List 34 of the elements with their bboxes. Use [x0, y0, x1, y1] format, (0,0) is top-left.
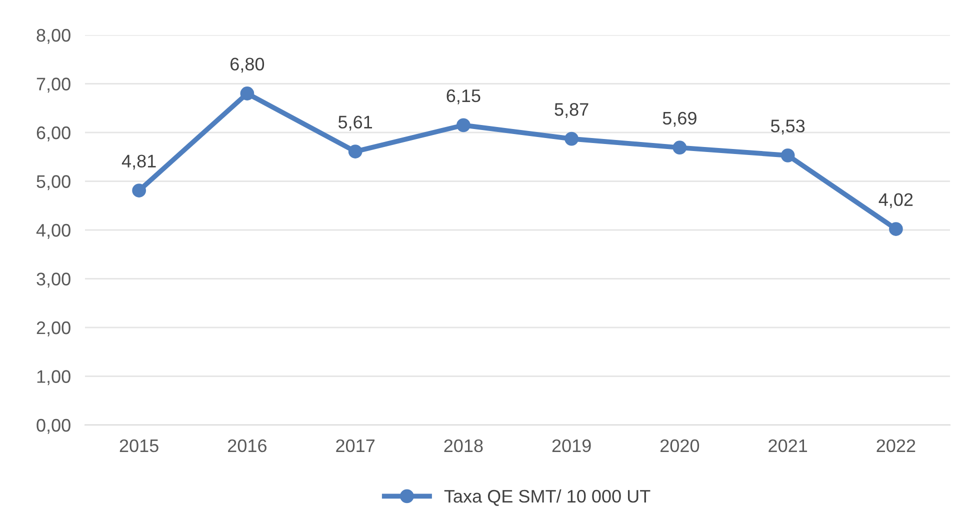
- point: [456, 118, 470, 132]
- point: [780, 148, 795, 162]
- data-label: 6,15: [446, 89, 480, 104]
- x-tick-label: 2021: [768, 439, 808, 452]
- x-tick-label: 2019: [552, 439, 591, 452]
- data-label: 5,69: [662, 112, 696, 127]
- data-label: 5,53: [770, 120, 805, 135]
- x-tick-label: 2020: [660, 439, 700, 452]
- x-tick-label: 2016: [228, 439, 266, 452]
- y-tick-label: 0,00: [36, 418, 70, 434]
- x-tick-label: 2018: [444, 439, 483, 452]
- data-label: 4,02: [878, 193, 913, 208]
- point: [132, 184, 146, 198]
- y-tick-label: 8,00: [36, 28, 70, 44]
- point: [564, 132, 579, 146]
- data-label: 4,81: [122, 154, 156, 170]
- y-tick-label: 3,00: [36, 272, 70, 288]
- x-tick-label: 2022: [876, 439, 916, 452]
- data-label: 5,87: [554, 103, 588, 118]
- point: [348, 144, 362, 158]
- y-tick-label: 6,00: [36, 126, 70, 142]
- point: [888, 222, 903, 236]
- y-tick-label: 5,00: [36, 175, 70, 190]
- data-label: 5,61: [338, 116, 372, 131]
- point: [240, 86, 254, 100]
- y-tick-label: 2,00: [36, 321, 70, 336]
- point: [672, 140, 687, 155]
- y-tick-label: 4,00: [36, 224, 70, 239]
- x-tick-label: 2015: [120, 439, 158, 452]
- x-tick-label: 2017: [336, 439, 374, 452]
- data-label: 6,80: [230, 58, 264, 73]
- y-tick-label: 7,00: [36, 78, 70, 93]
- legend-label: Taxa QE SMT/ 10 000 UT: [444, 489, 650, 506]
- y-tick-label: 1,00: [37, 370, 70, 386]
